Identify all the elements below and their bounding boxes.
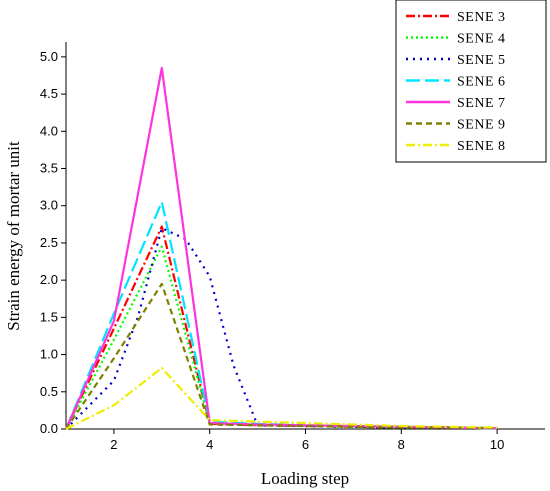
legend-box bbox=[395, 0, 547, 163]
y-tick-label: 2.5 bbox=[40, 235, 58, 250]
legend: SENE 3 SENE 4 SENE 5 SENE 6 SENE 7 SENE 9 SENE… bbox=[395, 0, 547, 163]
legend-label: SENE 4 bbox=[457, 32, 506, 47]
x-tick-label: 6 bbox=[302, 437, 309, 452]
y-tick-label: 2.0 bbox=[40, 272, 58, 287]
legend-label: SENE 3 bbox=[457, 10, 506, 25]
series-line-2 bbox=[65, 245, 498, 430]
legend-label: SENE 8 bbox=[457, 139, 506, 154]
y-tick-label: 5.0 bbox=[40, 49, 58, 64]
y-tick-label: 4.5 bbox=[40, 86, 58, 101]
x-tick-label: 4 bbox=[206, 437, 213, 452]
series-line-7 bbox=[65, 366, 498, 430]
x-ticks: 2 4 6 8 10 bbox=[110, 429, 504, 452]
x-tick-label: 10 bbox=[490, 437, 504, 452]
series-line-3 bbox=[65, 227, 498, 430]
y-tick-label: 4.0 bbox=[40, 123, 58, 138]
series-group bbox=[64, 66, 498, 430]
y-tick-label: 1.0 bbox=[40, 347, 58, 362]
legend-label: SENE 5 bbox=[457, 53, 506, 68]
x-axis-title: Loading step bbox=[261, 469, 349, 488]
y-tick-label: 0.5 bbox=[40, 384, 58, 399]
legend-label: SENE 9 bbox=[457, 118, 506, 133]
y-tick-label: 3.5 bbox=[40, 161, 58, 176]
series-line-6 bbox=[65, 282, 498, 430]
legend-label: SENE 6 bbox=[457, 75, 506, 90]
x-tick-label: 2 bbox=[110, 437, 117, 452]
x-tick-label: 8 bbox=[398, 437, 405, 452]
y-tick-label: 0.0 bbox=[40, 421, 58, 436]
y-axis-title: Strain energy of mortar unit bbox=[4, 141, 23, 331]
series-line-1 bbox=[65, 225, 498, 430]
legend-label: SENE 7 bbox=[457, 96, 506, 111]
y-tick-label: 3.0 bbox=[40, 198, 58, 213]
y-ticks: 0.0 0.5 1.0 1.5 2.0 2.5 3.0 3.5 4.0 4.5 5.0 bbox=[40, 49, 66, 436]
y-tick-label: 1.5 bbox=[40, 309, 58, 324]
